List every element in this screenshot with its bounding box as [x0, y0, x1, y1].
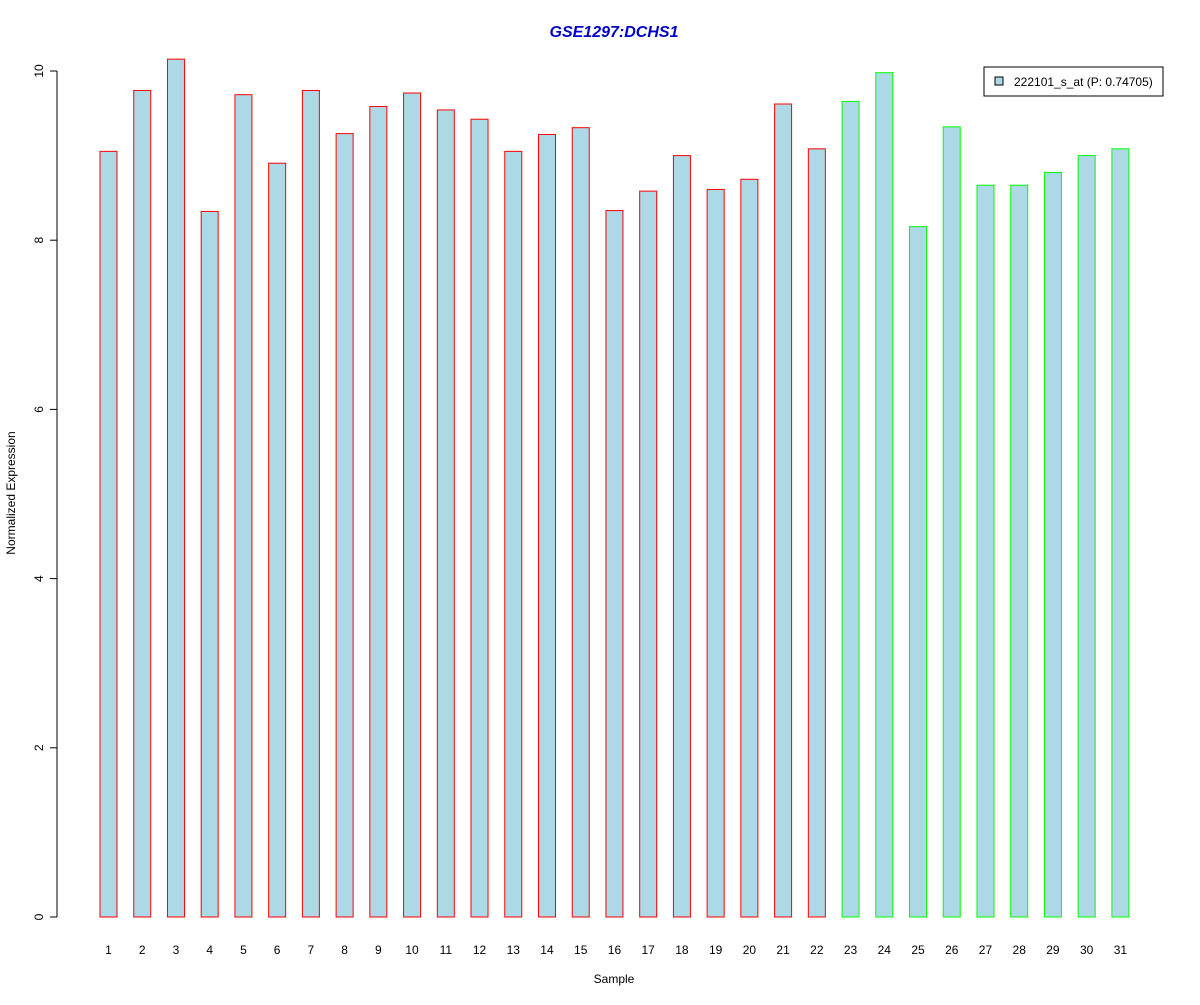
x-tick-label: 21: [776, 943, 790, 957]
x-tick-label: 18: [675, 943, 689, 957]
bar: [301, 89, 320, 918]
x-tick-label: 25: [911, 943, 925, 957]
bar: [504, 150, 523, 918]
x-tick-label: 19: [709, 943, 723, 957]
bar: [268, 162, 287, 918]
bar: [166, 58, 185, 918]
bar: [571, 127, 590, 918]
y-tick-label: 6: [32, 406, 46, 413]
bar: [909, 226, 928, 918]
y-tick-label: 0: [32, 913, 46, 920]
bar: [807, 148, 826, 918]
x-tick-label: 9: [375, 943, 382, 957]
bar: [133, 89, 152, 918]
bar: [369, 106, 388, 918]
bar: [672, 155, 691, 918]
bar: [1077, 155, 1096, 918]
bar: [403, 92, 422, 918]
x-tick-label: 10: [405, 943, 419, 957]
y-axis: 0 2 4 6 8 10: [32, 64, 58, 920]
x-tick-label: 16: [608, 943, 622, 957]
x-tick-label: 26: [945, 943, 959, 957]
y-tick-label: 4: [32, 575, 46, 582]
legend-label: 222101_s_at (P: 0.74705): [1014, 75, 1153, 89]
x-tick-label: 17: [642, 943, 656, 957]
bar: [537, 133, 556, 918]
x-tick-label: 29: [1046, 943, 1060, 957]
bar: [436, 109, 455, 918]
x-tick-label: 14: [540, 943, 554, 957]
x-tick-label: 2: [139, 943, 146, 957]
bar: [1111, 148, 1130, 918]
bar: [639, 190, 658, 918]
bar: [1010, 184, 1029, 918]
x-tick-label: 20: [743, 943, 757, 957]
bar: [335, 133, 354, 918]
x-tick-label: 30: [1080, 943, 1094, 957]
x-tick-label: 7: [308, 943, 315, 957]
x-tick-label: 3: [173, 943, 180, 957]
bars: [99, 58, 1130, 918]
x-tick-label: 4: [206, 943, 213, 957]
x-tick-label: 1: [105, 943, 112, 957]
bar: [1043, 172, 1062, 918]
x-tick-label: 5: [240, 943, 247, 957]
x-tick-label: 22: [810, 943, 824, 957]
y-axis-label: Normalized Expression: [4, 431, 18, 554]
x-tick-label: 27: [979, 943, 993, 957]
chart-title: GSE1297:DCHS1: [550, 24, 679, 41]
bar: [875, 72, 894, 918]
x-tick-label: 13: [507, 943, 521, 957]
legend-box: [983, 66, 1164, 97]
bar: [706, 188, 725, 918]
bar: [976, 184, 995, 918]
bar: [740, 178, 759, 918]
x-tick-label: 24: [878, 943, 892, 957]
bar: [942, 126, 961, 918]
y-tick-label: 2: [32, 744, 46, 751]
bar: [774, 103, 793, 918]
x-tick-labels: 1 2 3 4 5 6 7 8 9 10 11 12 13 14 15 16 17 18 19 20 21 22 23 24 2…: [105, 943, 1127, 957]
legend-swatch: [994, 76, 1004, 86]
x-tick-label: 8: [341, 943, 348, 957]
x-axis-label: Sample: [594, 972, 635, 986]
x-tick-label: 12: [473, 943, 487, 957]
bar: [605, 210, 624, 918]
bar: [200, 210, 219, 918]
bar: [841, 100, 860, 918]
x-tick-label: 15: [574, 943, 588, 957]
x-tick-label: 11: [440, 943, 453, 957]
y-tick-label: 8: [32, 237, 46, 244]
x-tick-label: 31: [1114, 943, 1128, 957]
x-tick-label: 6: [274, 943, 281, 957]
bar: [99, 150, 118, 918]
x-tick-label: 23: [844, 943, 858, 957]
y-tick-label: 10: [32, 64, 46, 78]
bar: [234, 94, 253, 918]
bar: [470, 118, 489, 918]
x-tick-label: 28: [1013, 943, 1027, 957]
legend: 222101_s_at (P: 0.74705): [983, 66, 1164, 97]
